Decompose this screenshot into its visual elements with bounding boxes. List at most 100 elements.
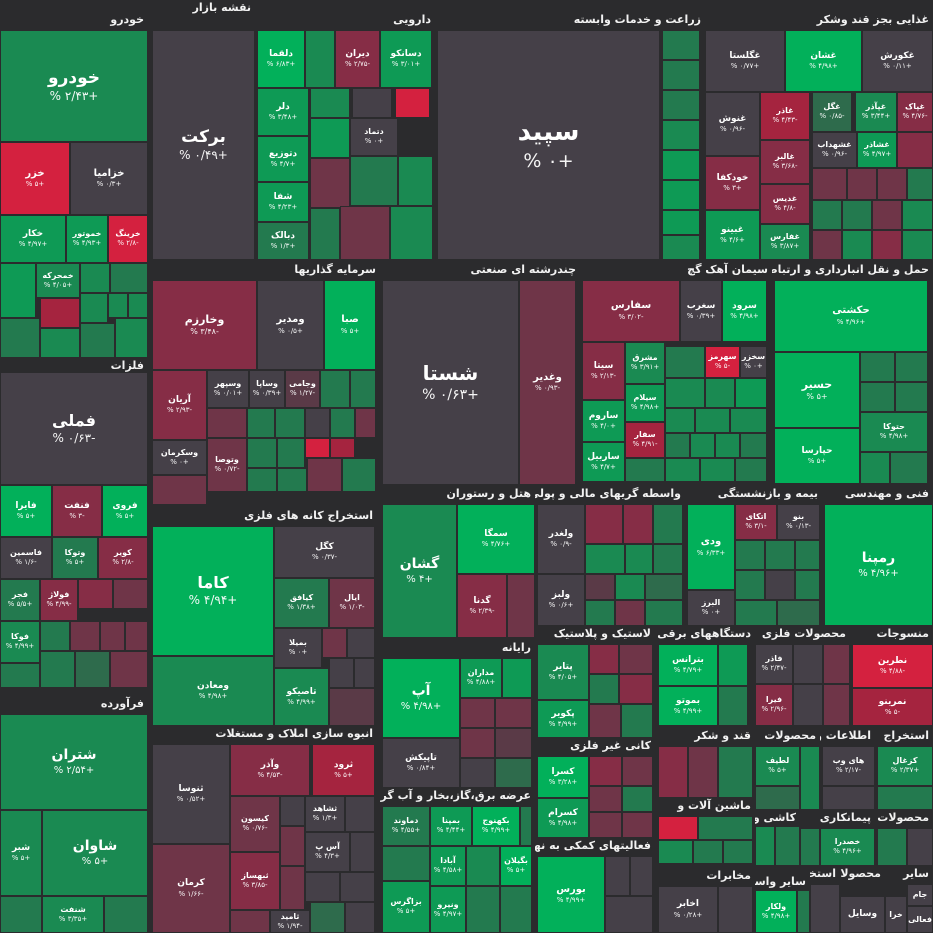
stock-tile[interactable]	[793, 684, 823, 726]
stock-tile[interactable]: وسپهر +۰/۰۱ %	[207, 370, 249, 408]
stock-tile[interactable]: کیافق +۱/۳۸ %	[274, 578, 329, 628]
stock-tile[interactable]: غدیس -۴/۸ %	[760, 184, 810, 224]
stock-tile[interactable]	[897, 132, 933, 168]
stock-tile[interactable]	[350, 370, 376, 408]
stock-tile[interactable]: ومدیر +۰/۵ %	[257, 280, 324, 370]
sector-header[interactable]: چندرشته ای صنعتی	[380, 262, 580, 278]
stock-tile[interactable]	[860, 452, 890, 484]
sector-header[interactable]: استخرا	[810, 866, 840, 882]
sector-header[interactable]: قند و شکر	[655, 728, 755, 744]
stock-tile[interactable]	[330, 408, 355, 438]
stock-tile[interactable]	[113, 579, 148, 609]
stock-tile[interactable]: بترانس +۴/۷۹ %	[658, 644, 718, 686]
sector-header[interactable]: استخراج کانه های فلزی	[152, 508, 377, 524]
stock-tile[interactable]: سمگا +۴/۷۶ %	[457, 504, 535, 574]
stock-tile[interactable]	[625, 544, 653, 574]
stock-tile[interactable]	[877, 786, 933, 810]
stock-tile[interactable]	[902, 200, 933, 230]
stock-tile[interactable]	[345, 796, 375, 832]
stock-tile[interactable]	[0, 318, 40, 358]
stock-tile[interactable]: خمحرکه +۴/۰۵ %	[36, 263, 80, 298]
stock-tile[interactable]	[662, 90, 700, 120]
stock-tile[interactable]	[310, 902, 345, 933]
stock-tile[interactable]: فولاژ -۴/۹۹ %	[40, 579, 78, 621]
stock-tile[interactable]: ولغدر -۰/۹ %	[537, 504, 585, 574]
stock-tile[interactable]	[305, 408, 330, 438]
stock-tile[interactable]	[842, 200, 872, 230]
stock-tile[interactable]	[793, 644, 823, 684]
stock-tile[interactable]: دلقما +۶/۸۳ %	[257, 30, 305, 88]
stock-tile[interactable]	[693, 840, 723, 864]
stock-tile[interactable]: کزغال +۲/۳۷ %	[877, 746, 933, 786]
stock-tile[interactable]	[797, 890, 810, 933]
stock-tile[interactable]	[775, 826, 800, 866]
stock-tile[interactable]	[665, 433, 690, 458]
stock-tile[interactable]	[589, 704, 621, 738]
stock-tile[interactable]: وتوکا +۵ %	[52, 537, 98, 579]
stock-tile[interactable]: حپارسا +۵ %	[774, 428, 860, 484]
stock-tile[interactable]	[305, 30, 335, 88]
stock-tile[interactable]: دتوزیع +۴/۷ %	[257, 136, 309, 182]
sector-header[interactable]: کانی غیر فلزی	[535, 738, 655, 754]
stock-tile[interactable]: فنفت -۳ %	[52, 485, 102, 537]
stock-tile[interactable]	[100, 621, 125, 651]
stock-tile[interactable]	[280, 826, 305, 866]
stock-tile[interactable]: نمرینو -۵ %	[852, 688, 933, 726]
stock-tile[interactable]	[860, 382, 895, 412]
stock-tile[interactable]: ایال -۱/۰۳ %	[329, 578, 375, 628]
stock-tile[interactable]: شبر +۵ %	[0, 810, 42, 896]
stock-tile[interactable]: دماوند +۴/۵۵ %	[382, 806, 430, 846]
stock-tile[interactable]	[705, 378, 735, 408]
stock-tile[interactable]: پکویر +۴/۹۹ %	[537, 700, 589, 738]
stock-tile[interactable]	[735, 458, 767, 482]
stock-tile[interactable]	[247, 468, 277, 492]
sector-header[interactable]: منسوجات	[850, 626, 933, 642]
stock-tile[interactable]	[645, 574, 683, 600]
sector-header[interactable]: خودرو	[0, 12, 148, 28]
stock-tile[interactable]	[460, 728, 495, 758]
stock-tile[interactable]: غشهداب -۰/۹۶ %	[812, 132, 857, 168]
stock-tile[interactable]: فملی -۰/۶۳ %	[0, 372, 148, 485]
sector-header[interactable]: بیمه و بازنشستگی	[685, 486, 822, 502]
stock-tile[interactable]: ثرود +۵ %	[312, 744, 375, 796]
stock-tile[interactable]	[310, 88, 350, 118]
stock-tile[interactable]: ونیرو +۴/۹۷ %	[430, 886, 466, 933]
stock-tile[interactable]: بنو -۰/۱۳ %	[777, 504, 820, 540]
stock-tile[interactable]	[860, 352, 895, 382]
sector-header[interactable]: فنی و مهندسی	[822, 486, 933, 502]
stock-tile[interactable]	[698, 816, 753, 840]
stock-tile[interactable]: آریان -۲/۹۳ %	[152, 370, 207, 440]
stock-tile[interactable]: وآذر -۴/۵۳ %	[230, 744, 310, 796]
stock-tile[interactable]	[277, 438, 305, 468]
stock-tile[interactable]: کگل -۰/۳۷ %	[274, 526, 375, 578]
stock-tile[interactable]	[662, 30, 700, 60]
stock-tile[interactable]	[354, 658, 375, 688]
sector-header[interactable]: زراعت و خدمات وابسته	[435, 12, 705, 28]
stock-tile[interactable]	[347, 628, 375, 658]
stock-tile[interactable]	[823, 684, 850, 726]
stock-tile[interactable]	[345, 902, 375, 933]
stock-tile[interactable]	[585, 600, 615, 626]
stock-tile[interactable]: شستا +۰/۶۳ %	[382, 280, 519, 485]
stock-tile[interactable]: کویر -۲/۸ %	[98, 537, 148, 579]
stock-tile[interactable]: لطیف +۵ %	[755, 746, 800, 786]
stock-tile[interactable]: صبا +۵ %	[324, 280, 376, 370]
stock-tile[interactable]	[460, 698, 495, 728]
stock-tile[interactable]: اتکای -۳/۱ %	[735, 504, 777, 540]
stock-tile[interactable]	[342, 458, 376, 492]
stock-tile[interactable]: دسانکو +۳/۰۱ %	[380, 30, 432, 88]
sector-header[interactable]: غذایی بجز قند وشکر	[705, 12, 933, 28]
stock-tile[interactable]: خزامیا +۰/۳ %	[70, 142, 148, 215]
stock-tile[interactable]	[340, 872, 375, 902]
stock-tile[interactable]	[350, 832, 375, 872]
stock-tile[interactable]	[730, 408, 767, 433]
stock-tile[interactable]	[822, 786, 875, 810]
stock-tile[interactable]	[350, 156, 398, 206]
stock-tile[interactable]	[653, 504, 683, 544]
stock-tile[interactable]	[589, 786, 622, 812]
stock-tile[interactable]: فعالی	[907, 906, 933, 933]
stock-tile[interactable]: ولکار +۴/۹۸ %	[755, 890, 797, 933]
stock-tile[interactable]: سیلام +۴/۹۸ %	[625, 384, 665, 422]
sector-header[interactable]: لاستیک و پلاستیک	[535, 626, 655, 642]
stock-tile[interactable]	[495, 758, 532, 788]
